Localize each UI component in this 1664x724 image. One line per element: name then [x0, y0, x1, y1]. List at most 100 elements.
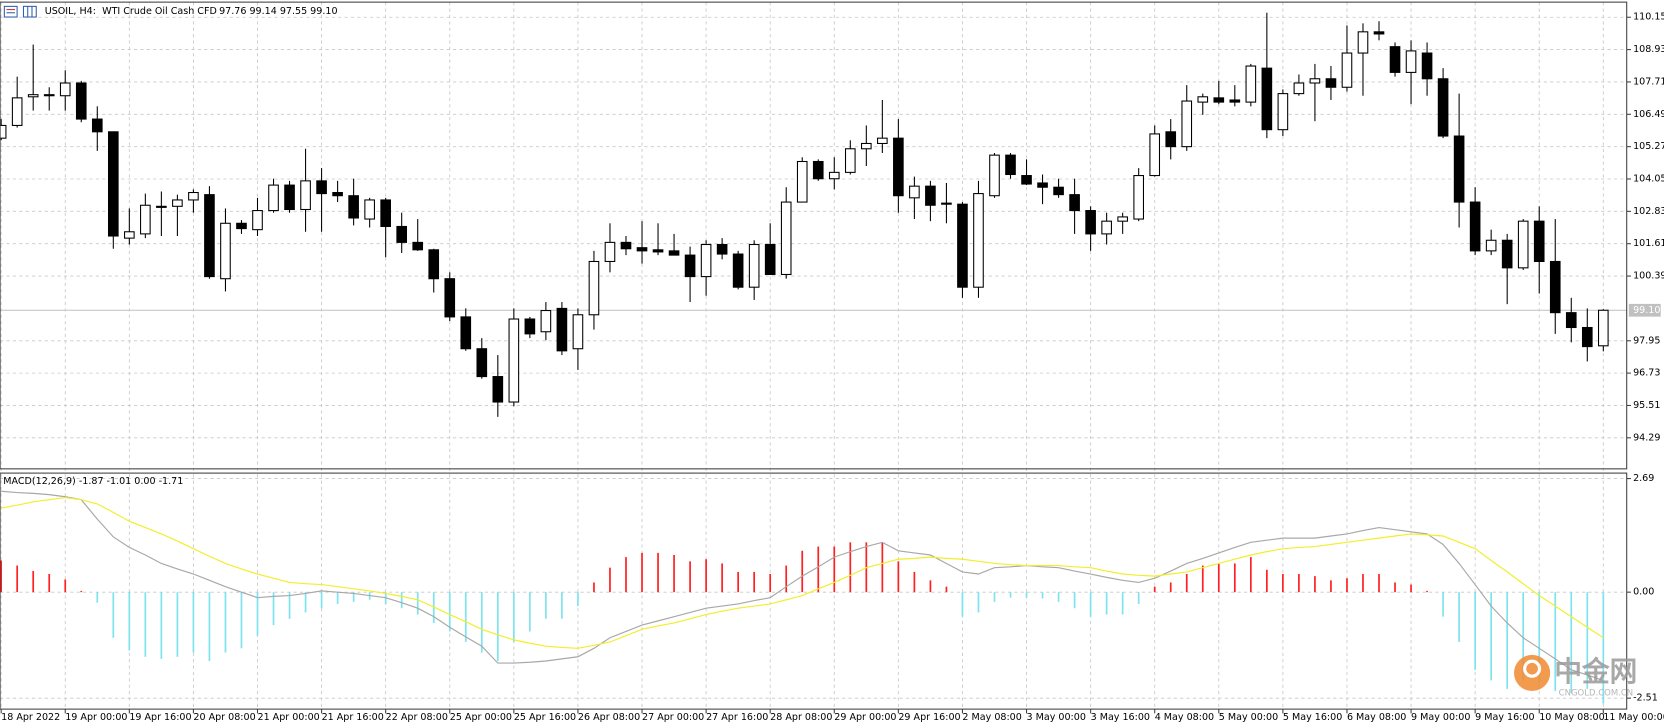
candle-body	[1501, 239, 1513, 269]
candle-body	[1085, 210, 1096, 235]
mark-layer	[0, 12, 1627, 704]
candle-body	[989, 154, 1000, 197]
candle-body	[316, 180, 327, 195]
candle-body	[620, 241, 632, 250]
candle-body	[1341, 52, 1353, 88]
x-tick-label: 19 Apr 16:00	[129, 712, 191, 723]
candle-body	[1197, 96, 1209, 103]
candle-body	[1213, 97, 1225, 103]
x-tick-label: 20 Apr 08:00	[193, 712, 255, 723]
main-panel-frame	[0, 1, 1628, 470]
x-tick-label: 9 May 00:00	[1411, 712, 1470, 723]
candle-body	[27, 94, 39, 98]
candle-body	[780, 201, 792, 275]
x-tick-label: 27 Apr 00:00	[642, 712, 704, 723]
candle-body	[957, 203, 968, 288]
x-tick-label: 4 May 08:00	[1155, 712, 1214, 723]
y-tick-label: 95.51	[1633, 400, 1660, 411]
candle-body	[476, 348, 488, 378]
symbol-title: USOIL, H4:	[45, 6, 96, 17]
watermark-logo	[1514, 654, 1551, 692]
candle-body	[59, 82, 71, 97]
x-tick-label: 11 May 00:00	[1603, 712, 1664, 723]
icon-grid[interactable]	[22, 5, 37, 18]
candle-body	[1149, 133, 1161, 177]
candle-body	[172, 199, 183, 207]
candle-body	[332, 191, 343, 197]
candle-body	[1405, 50, 1417, 73]
candle-body	[1421, 52, 1433, 80]
x-tick-label: 5 May 00:00	[1219, 712, 1278, 723]
candle-body	[412, 241, 424, 251]
candle-body	[364, 199, 375, 220]
candle-body	[268, 184, 279, 212]
x-tick-label: 27 Apr 16:00	[706, 712, 768, 723]
ohlc-header: 97.76 99.14 97.55 99.10	[219, 6, 337, 17]
candle-body	[748, 243, 760, 288]
main-line	[1, 490, 1604, 681]
candle-body	[1389, 46, 1401, 73]
candle-body	[877, 137, 888, 144]
last-price-tag	[1628, 303, 1661, 317]
x-tick-label: 10 May 08:00	[1539, 712, 1604, 723]
symbol-description: WTI Crude Oil Cash CFD	[102, 6, 217, 17]
candle-body	[1021, 175, 1032, 185]
candle-body	[252, 210, 263, 231]
x-tick-label: 28 Apr 08:00	[770, 712, 832, 723]
x-tick-label: 25 Apr 00:00	[450, 712, 512, 723]
candle-body	[1133, 175, 1145, 220]
y-tick-label: 0.00	[1633, 587, 1654, 598]
candle-body	[1517, 220, 1529, 269]
candle-body	[828, 171, 840, 180]
y-tick-label: 94.29	[1633, 432, 1660, 443]
candle-body	[156, 205, 167, 208]
icon-list[interactable]	[3, 5, 18, 18]
last-price-label: 99.10	[1633, 305, 1660, 316]
y-tick-label: 104.05	[1633, 174, 1664, 185]
y-tick-label: 108.93	[1633, 44, 1664, 55]
candle-body	[428, 249, 440, 280]
candle-body	[380, 199, 391, 228]
candle-body	[1165, 131, 1177, 148]
candle-body	[1005, 154, 1016, 176]
y-tick-label: 105.27	[1633, 141, 1664, 152]
x-tick-label: 5 May 16:00	[1283, 712, 1342, 723]
candle-body	[636, 247, 648, 252]
candle-body	[524, 318, 536, 335]
candle-body	[844, 148, 856, 173]
candle-body	[11, 97, 23, 126]
y-tick-label: 100.39	[1633, 271, 1664, 282]
candle-body	[188, 191, 199, 201]
candle-body	[540, 310, 552, 333]
y-tick-label: 96.73	[1633, 368, 1660, 379]
candle-body	[1565, 312, 1577, 329]
candle-body	[1261, 67, 1273, 131]
candle-body	[1293, 82, 1305, 95]
y-tick-label: 106.49	[1633, 109, 1664, 120]
candle-body	[1309, 78, 1321, 84]
candle-body	[1437, 78, 1449, 137]
candle-body	[220, 222, 231, 280]
candle-body	[1181, 100, 1193, 148]
candle-body	[1469, 201, 1481, 252]
x-tick-label: 3 May 16:00	[1091, 712, 1150, 723]
candle-body	[1453, 135, 1465, 203]
candle-body	[909, 185, 920, 199]
candle-body	[1229, 99, 1241, 103]
candle-body	[1549, 260, 1561, 314]
x-tick-label: 29 Apr 16:00	[898, 712, 960, 723]
candle-body	[941, 202, 952, 205]
x-tick-label: 29 Apr 00:00	[834, 712, 896, 723]
candle-body	[0, 124, 7, 139]
candle-body	[236, 222, 247, 230]
candle-body	[925, 185, 936, 206]
header-icons	[3, 5, 37, 18]
x-tick-label: 19 Apr 00:00	[65, 712, 127, 723]
candle-body	[91, 118, 103, 133]
candle-body	[1325, 78, 1337, 88]
signal-line	[1, 496, 1604, 649]
candle-body	[973, 193, 984, 288]
candle-body	[124, 231, 135, 239]
